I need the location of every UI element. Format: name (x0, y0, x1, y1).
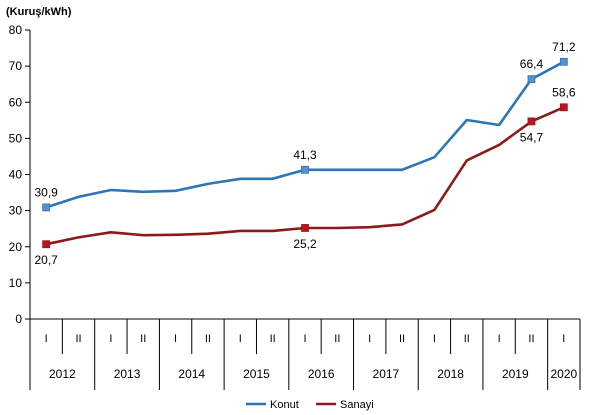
data-point-marker (527, 75, 536, 84)
x-period-label: II (270, 333, 276, 345)
data-label: 54,7 (520, 130, 544, 144)
data-label: 20,7 (34, 253, 58, 267)
data-labels: 30,9 41,3 66,4 71,2 20,7 25,2 54,7 58,6 (34, 40, 575, 267)
x-year-label: 2019 (502, 367, 529, 381)
x-period-label: II (399, 333, 405, 345)
x-period-label: I (45, 333, 48, 345)
x-period-label: I (562, 333, 565, 345)
legend: Konut Sanayi (246, 399, 374, 411)
x-period-label: II (205, 333, 211, 345)
x-period-label: I (433, 333, 436, 345)
x-year-label: 2017 (373, 367, 400, 381)
data-point-marker (559, 57, 568, 66)
y-axis-title: (Kuruş/kWh) (6, 6, 72, 18)
x-year-label: 2015 (243, 367, 270, 381)
data-point-marker (42, 240, 51, 249)
data-point-marker (527, 117, 536, 126)
x-period-label: II (528, 333, 534, 345)
legend-label-sanayi: Sanayi (340, 399, 374, 411)
x-period-label: II (464, 333, 470, 345)
series-line-konut (45, 60, 565, 209)
y-tick-label: 0 (15, 312, 22, 326)
x-year-label: 2013 (114, 367, 141, 381)
data-point-marker (301, 224, 309, 232)
legend-label-konut: Konut (270, 399, 299, 411)
x-period-label: I (498, 333, 501, 345)
x-year-label: 2020 (550, 367, 577, 381)
x-period-label: I (174, 333, 177, 345)
x-period-label: I (303, 333, 306, 345)
data-label: 66,4 (520, 57, 544, 71)
data-label: 41,3 (293, 148, 317, 162)
data-label: 71,2 (552, 40, 576, 54)
data-point-marker (301, 165, 309, 174)
data-point-marker (559, 103, 568, 112)
series-line-sanayi (45, 106, 565, 246)
y-tick-label: 20 (9, 240, 23, 254)
x-period-label: I (239, 333, 242, 345)
x-period-label: II (140, 333, 146, 345)
x-year-label: 2012 (49, 367, 76, 381)
data-label: 30,9 (34, 185, 58, 199)
x-year-label: 2018 (437, 367, 464, 381)
y-tick-label: 80 (9, 23, 23, 37)
x-year-label: 2016 (308, 367, 335, 381)
x-period-label: II (334, 333, 340, 345)
x-period-label: I (109, 333, 112, 345)
y-tick-label: 30 (9, 204, 23, 218)
y-tick-label: 60 (9, 95, 23, 109)
data-point-marker (42, 203, 51, 212)
y-tick-label: 70 (9, 59, 23, 73)
x-period-label: II (75, 333, 81, 345)
y-tick-label: 50 (9, 131, 23, 145)
x-year-label: 2014 (178, 367, 205, 381)
series-layer (42, 57, 568, 249)
y-tick-labels: 0 10 20 30 40 50 60 70 80 (9, 23, 23, 326)
data-label: 58,6 (552, 85, 576, 99)
y-tick-label: 40 (9, 168, 23, 182)
y-tick-label: 10 (9, 276, 23, 290)
x-period-label: I (368, 333, 371, 345)
axes (25, 29, 581, 390)
data-label: 25,2 (293, 237, 317, 251)
